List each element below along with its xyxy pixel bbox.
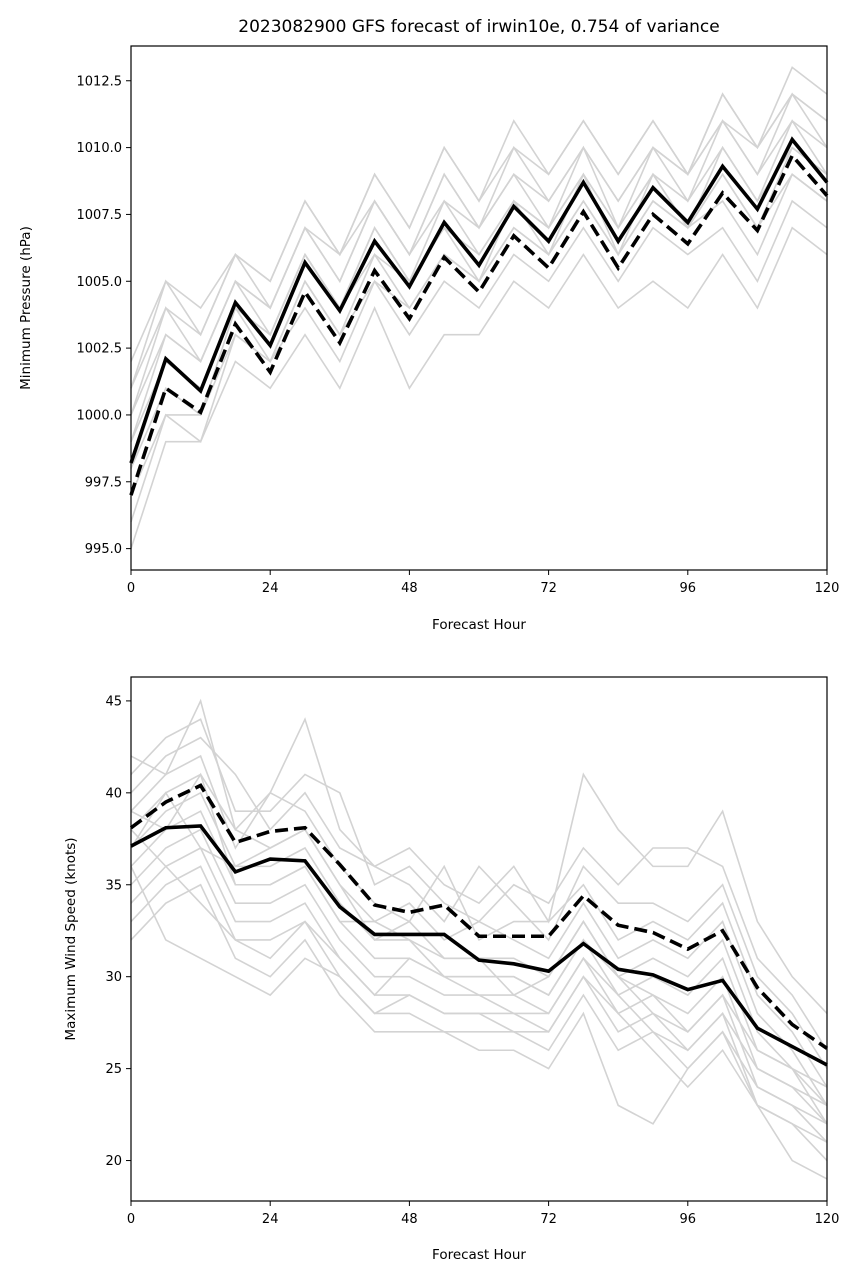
wind-x-tick-label: 96 <box>680 1212 697 1227</box>
pressure-y-tick-label: 1010.0 <box>77 141 123 156</box>
pressure-y-tick-label: 1005.0 <box>77 275 123 290</box>
pressure-x-tick-label: 72 <box>540 581 557 596</box>
wind-x-axis-label: Forecast Hour <box>432 1247 526 1263</box>
pressure-x-tick-label: 120 <box>815 581 840 596</box>
wind-x-tick-label: 72 <box>540 1212 557 1227</box>
chart-title: 2023082900 GFS forecast of irwin10e, 0.7… <box>238 17 719 37</box>
wind-ensemble-line-13 <box>130 772 828 1107</box>
wind-ensemble-line-12 <box>130 829 828 1125</box>
wind-y-tick-label: 20 <box>105 1154 122 1169</box>
wind-mean-line <box>130 824 828 1067</box>
pressure-y-tick-label: 1002.5 <box>77 342 123 357</box>
pressure-ensemble-line-11 <box>130 66 828 362</box>
pressure-mean-line <box>129 136 829 464</box>
pressure-dashed-line <box>129 152 829 496</box>
pressure-x-tick-label: 48 <box>401 581 418 596</box>
wind-series-layer <box>129 698 829 1180</box>
pressure-x-tick-label: 96 <box>680 581 697 596</box>
pressure-y-tick-label: 997.5 <box>85 475 122 490</box>
pressure-x-ticks: 0 24 48 72 96 120 <box>127 570 840 596</box>
wind-x-tick-label: 0 <box>127 1212 135 1227</box>
pressure-ensemble-line-6 <box>130 119 828 442</box>
wind-y-tick-label: 30 <box>105 970 122 985</box>
wind-ensemble-line-0 <box>130 698 828 1015</box>
pressure-y-ticks: 995.0 997.5 1000.0 1002.5 1005.0 1007.5 1010.0… <box>77 74 131 557</box>
wind-x-tick-label: 48 <box>401 1212 418 1227</box>
pressure-y-tick-label: 1012.5 <box>77 74 123 89</box>
wind-axes-frame <box>130 676 828 1202</box>
wind-x-tick-label: 24 <box>262 1212 279 1227</box>
pressure-ensemble-line-9 <box>130 92 828 389</box>
pressure-axes-frame <box>130 45 828 571</box>
wind-ensemble-line-11 <box>130 866 828 1143</box>
wind-x-ticks: 0 24 48 72 96 120 <box>127 1201 840 1227</box>
wind-ensemble-line-4 <box>130 773 828 1106</box>
wind-ensemble-line-2 <box>130 736 828 1070</box>
pressure-panel: 2023082900 GFS forecast of irwin10e, 0.7… <box>18 17 839 633</box>
pressure-ensemble-line-0 <box>130 226 828 549</box>
pressure-y-tick-label: 1000.0 <box>77 408 123 423</box>
pressure-x-tick-label: 0 <box>127 581 135 596</box>
wind-ensemble-line-3 <box>130 754 828 1088</box>
pressure-y-axis-label: Minimum Pressure (hPa) <box>18 226 34 390</box>
wind-y-tick-label: 45 <box>105 694 122 709</box>
wind-y-tick-label: 35 <box>105 878 122 893</box>
wind-y-tick-label: 40 <box>105 786 122 801</box>
wind-y-axis-label: Maximum Wind Speed (knots) <box>63 837 79 1040</box>
wind-x-tick-label: 120 <box>815 1212 840 1227</box>
pressure-y-tick-label: 995.0 <box>85 542 122 557</box>
wind-dashed-line <box>129 783 829 1050</box>
wind-y-ticks: 20 25 30 35 40 45 <box>105 694 131 1169</box>
pressure-x-tick-label: 24 <box>262 581 279 596</box>
pressure-y-tick-label: 1007.5 <box>77 208 123 223</box>
wind-y-tick-label: 25 <box>105 1062 122 1077</box>
pressure-series-layer <box>129 66 829 549</box>
pressure-x-axis-label: Forecast Hour <box>432 617 526 633</box>
